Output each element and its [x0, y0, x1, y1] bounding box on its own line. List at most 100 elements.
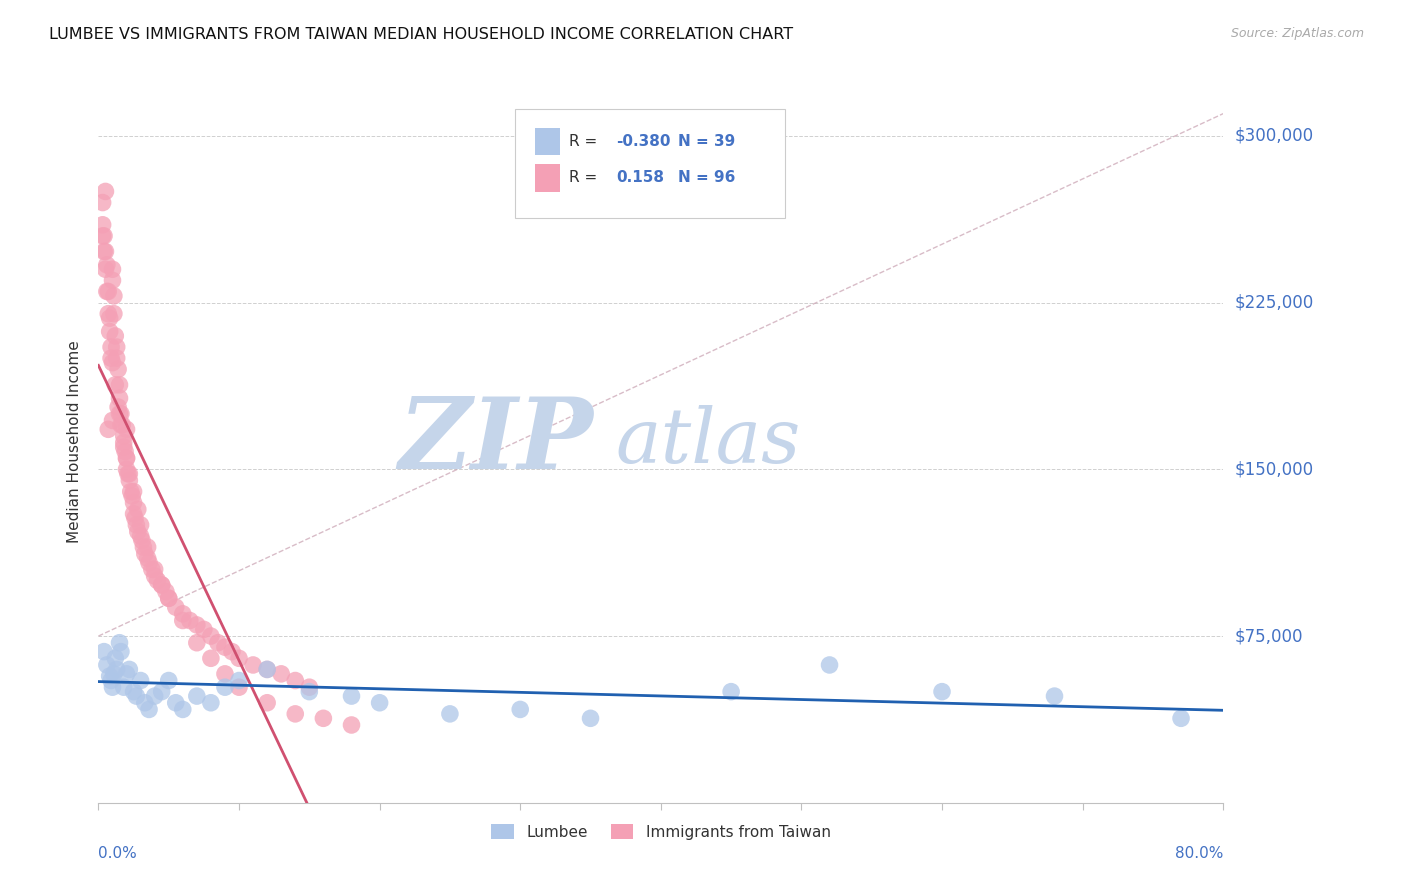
Point: [165, 600, 187, 615]
Point: [931, 684, 953, 698]
Point: [91, 195, 114, 210]
Point: [207, 636, 229, 650]
Point: [134, 696, 156, 710]
Point: [110, 417, 132, 432]
Point: [141, 562, 163, 576]
Text: R =: R =: [568, 170, 602, 186]
Point: [270, 666, 292, 681]
Point: [193, 623, 215, 637]
Point: [242, 657, 264, 672]
Point: [284, 706, 307, 721]
Point: [104, 377, 127, 392]
Point: [256, 662, 278, 676]
Point: [107, 362, 129, 376]
Text: $75,000: $75,000: [1234, 627, 1303, 645]
Point: [104, 329, 127, 343]
Text: 80.0%: 80.0%: [1175, 847, 1223, 861]
Point: [143, 689, 166, 703]
Point: [97, 285, 120, 299]
Point: [105, 351, 128, 366]
Point: [138, 556, 160, 570]
Point: [256, 662, 278, 676]
Point: [118, 474, 141, 488]
Point: [131, 533, 153, 548]
Point: [136, 540, 159, 554]
Point: [110, 645, 132, 659]
Point: [120, 484, 142, 499]
Point: [117, 467, 139, 481]
Point: [172, 702, 194, 716]
Point: [118, 467, 141, 481]
Text: 0.0%: 0.0%: [98, 847, 138, 861]
Point: [186, 636, 208, 650]
Point: [127, 524, 149, 539]
Point: [125, 689, 148, 703]
Point: [108, 407, 131, 421]
Text: -0.380: -0.380: [616, 134, 671, 149]
Text: $300,000: $300,000: [1234, 127, 1313, 145]
Text: N = 96: N = 96: [678, 170, 735, 186]
Point: [312, 711, 335, 725]
Point: [103, 307, 125, 321]
Point: [214, 666, 236, 681]
Y-axis label: Median Household Income: Median Household Income: [67, 340, 83, 543]
Text: N = 39: N = 39: [678, 134, 735, 149]
Point: [114, 444, 136, 458]
Point: [115, 451, 138, 466]
Point: [818, 657, 841, 672]
Point: [105, 662, 128, 676]
Point: [111, 417, 134, 432]
Point: [129, 517, 152, 532]
Point: [115, 422, 138, 436]
Point: [101, 680, 124, 694]
Point: [200, 651, 222, 665]
Point: [91, 228, 114, 243]
Point: [228, 680, 250, 694]
Point: [108, 377, 131, 392]
Point: [1043, 689, 1066, 703]
Point: [127, 502, 149, 516]
Point: [143, 569, 166, 583]
Text: R =: R =: [568, 134, 602, 149]
Point: [112, 429, 135, 443]
Point: [150, 578, 173, 592]
Point: [228, 673, 250, 688]
Point: [112, 440, 135, 454]
Point: [122, 507, 145, 521]
Point: [101, 262, 124, 277]
Point: [165, 696, 187, 710]
Point: [110, 407, 132, 421]
Point: [115, 666, 138, 681]
Point: [96, 285, 118, 299]
Point: [94, 185, 117, 199]
Point: [93, 244, 115, 259]
Point: [94, 244, 117, 259]
Point: [172, 614, 194, 628]
Point: [108, 391, 131, 405]
Point: [157, 591, 180, 606]
Point: [179, 614, 201, 628]
Text: ZIP: ZIP: [398, 393, 593, 490]
Point: [103, 289, 125, 303]
Point: [112, 435, 135, 450]
Point: [157, 591, 180, 606]
Point: [150, 684, 173, 698]
Point: [143, 562, 166, 576]
Point: [157, 673, 180, 688]
Point: [115, 451, 138, 466]
Point: [96, 258, 118, 272]
Point: [228, 651, 250, 665]
Point: [121, 489, 143, 503]
Point: [186, 618, 208, 632]
Point: [101, 356, 124, 370]
Point: [214, 640, 236, 655]
Point: [340, 718, 363, 732]
Point: [579, 711, 602, 725]
Text: $225,000: $225,000: [1234, 293, 1313, 311]
Point: [93, 228, 115, 243]
Text: 0.158: 0.158: [616, 170, 664, 186]
Point: [122, 496, 145, 510]
Point: [298, 684, 321, 698]
Point: [107, 400, 129, 414]
Point: [105, 340, 128, 354]
